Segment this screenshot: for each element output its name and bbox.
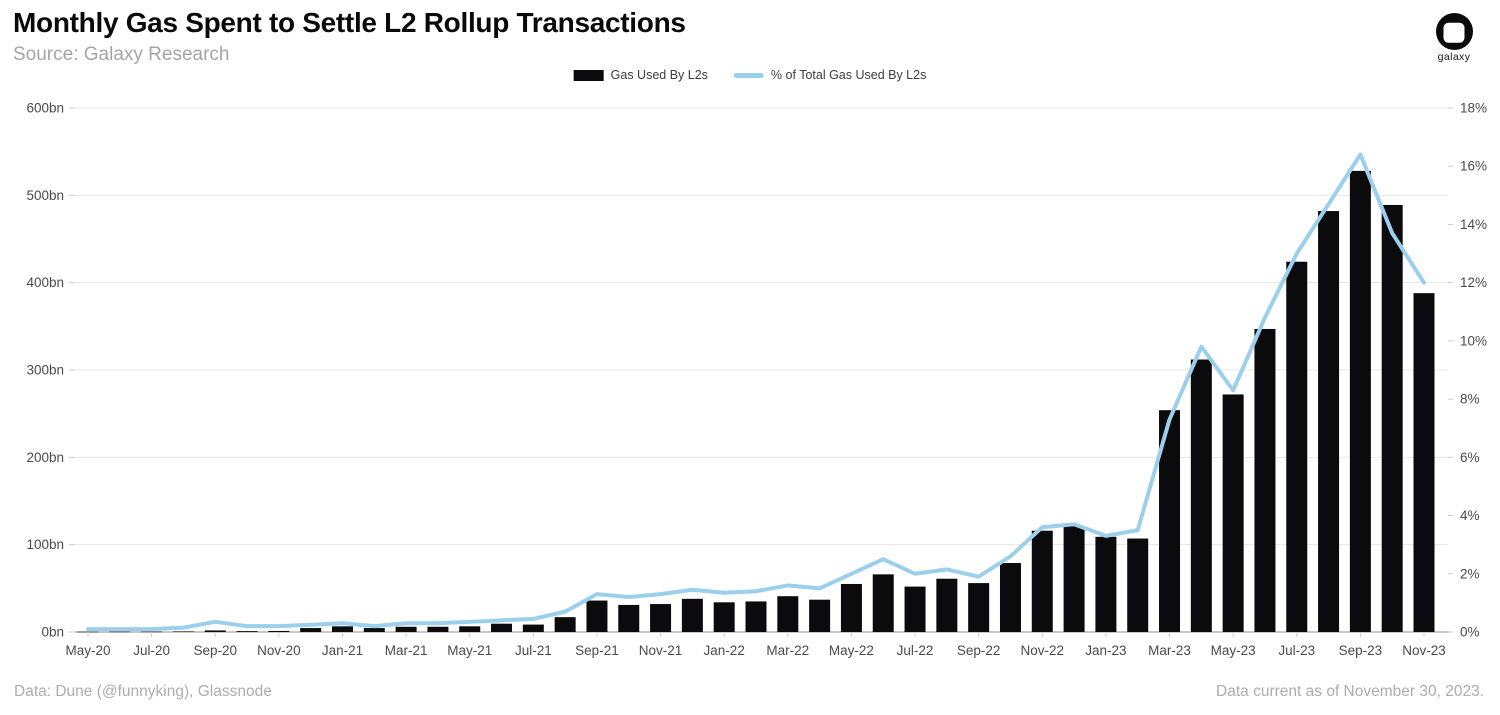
bar-May-22 (840, 583, 862, 632)
data-source-footer: Data: Dune (@funnyking), Glassnode (14, 683, 272, 700)
y-left-tick-label: 200bn (26, 450, 64, 465)
bar-Nov-20 (268, 630, 290, 632)
bar-Mar-21 (395, 626, 417, 632)
x-tick-label: Sep-23 (1339, 643, 1383, 658)
y-right-tick-label: 12% (1460, 275, 1487, 290)
line-swatch-icon (733, 72, 764, 78)
bar-Jun-20 (109, 631, 131, 633)
legend-line-label: % of Total Gas Used By L2s (770, 68, 927, 82)
x-tick-label: May-21 (447, 643, 492, 658)
bar-May-21 (459, 626, 481, 632)
y-right-tick-label: 10% (1460, 333, 1487, 348)
bar-May-23 (1222, 394, 1244, 632)
bar-Sep-23 (1349, 170, 1371, 632)
legend-item-bars: Gas Used By L2s (573, 68, 708, 82)
x-tick-label: Sep-22 (957, 643, 1001, 658)
bar-Nov-23 (1413, 293, 1435, 632)
x-tick-label: Jan-23 (1085, 643, 1126, 658)
y-right-tick-label: 18% (1460, 101, 1487, 116)
bar-Apr-21 (427, 626, 449, 632)
legend-item-line: % of Total Gas Used By L2s (733, 68, 927, 82)
y-right-tick-label: 6% (1460, 450, 1480, 465)
bar-Jan-23 (1095, 536, 1117, 632)
x-tick-label: Jul-22 (897, 643, 934, 658)
x-tick-label: Jul-23 (1278, 643, 1315, 658)
source-label: Source: Galaxy Research (13, 44, 230, 65)
bar-Sep-20 (204, 630, 226, 632)
x-tick-label: Nov-21 (639, 643, 683, 658)
bar-Sep-21 (586, 600, 608, 632)
bar-Jul-20 (141, 631, 163, 633)
bar-Feb-21 (363, 628, 385, 632)
bar-Aug-20 (172, 631, 194, 632)
x-tick-label: Jul-21 (515, 643, 552, 658)
bar-swatch-icon (573, 69, 604, 81)
bar-Oct-21 (618, 604, 640, 632)
bar-Oct-22 (999, 563, 1021, 632)
x-tick-label: Jan-22 (704, 643, 745, 658)
x-tick-label: Mar-22 (766, 643, 809, 658)
bar-May-20 (77, 631, 99, 633)
bar-Jun-21 (491, 623, 513, 632)
legend: Gas Used By L2s % of Total Gas Used By L… (573, 68, 927, 82)
bar-Aug-21 (554, 617, 576, 632)
legend-bars-label: Gas Used By L2s (610, 68, 708, 82)
bar-Mar-23 (1159, 410, 1181, 632)
y-left-tick-label: 100bn (26, 537, 64, 552)
galaxy-logo-text: galaxy (1437, 51, 1471, 63)
y-left-tick-label: 500bn (26, 188, 64, 203)
x-tick-label: Sep-20 (193, 643, 237, 658)
x-tick-label: May-23 (1211, 643, 1256, 658)
bar-Jul-22 (904, 586, 926, 632)
y-left-tick-label: 400bn (26, 275, 64, 290)
page-title: Monthly Gas Spent to Settle L2 Rollup Tr… (13, 7, 686, 38)
bar-Feb-23 (1127, 538, 1149, 632)
bar-Aug-22 (936, 578, 958, 632)
bar-Aug-23 (1318, 211, 1340, 632)
bar-Nov-22 (1031, 530, 1053, 632)
y-right-tick-label: 4% (1460, 508, 1480, 523)
bar-Oct-20 (236, 631, 258, 632)
x-tick-label: Mar-23 (1148, 643, 1191, 658)
y-right-tick-label: 0% (1460, 625, 1480, 640)
bar-Jan-22 (713, 602, 735, 632)
bar-Jul-21 (522, 624, 544, 632)
bar-Apr-23 (1190, 359, 1212, 632)
bar-Sep-22 (968, 583, 990, 632)
bar-Jul-23 (1286, 261, 1308, 632)
x-tick-label: Nov-20 (257, 643, 301, 658)
x-tick-label: Jan-21 (322, 643, 363, 658)
percent-line (86, 152, 1426, 632)
x-tick-label: Jul-20 (133, 643, 170, 658)
bar-Feb-22 (745, 601, 767, 632)
y-right-tick-label: 14% (1460, 217, 1487, 232)
y-left-tick-label: 0bn (41, 625, 64, 640)
bar-Dec-20 (300, 628, 322, 632)
bar-Jan-21 (331, 626, 353, 632)
bar-Dec-22 (1063, 526, 1085, 632)
x-tick-label: Mar-21 (385, 643, 428, 658)
data-current-footer: Data current as of November 30, 2023. (1216, 683, 1484, 700)
bar-Oct-23 (1381, 204, 1403, 632)
y-right-tick-label: 16% (1460, 159, 1487, 174)
galaxy-logo: galaxy (1426, 13, 1482, 63)
galaxy-logo-icon (1435, 13, 1473, 50)
x-tick-label: May-22 (829, 643, 874, 658)
x-tick-label: Sep-21 (575, 643, 619, 658)
x-tick-label: Nov-23 (1402, 643, 1446, 658)
bar-Nov-21 (650, 604, 672, 632)
x-tick-label: May-20 (65, 643, 110, 658)
y-right-tick-label: 8% (1460, 392, 1480, 407)
bar-Jun-22 (872, 574, 894, 632)
y-left-tick-label: 600bn (26, 101, 64, 116)
y-right-tick-label: 2% (1460, 566, 1480, 581)
bar-Apr-22 (809, 599, 831, 632)
bar-Mar-22 (777, 596, 799, 632)
bar-Jun-23 (1254, 328, 1276, 632)
x-tick-label: Nov-22 (1021, 643, 1065, 658)
y-left-tick-label: 300bn (26, 363, 64, 378)
bar-Dec-21 (681, 598, 703, 632)
